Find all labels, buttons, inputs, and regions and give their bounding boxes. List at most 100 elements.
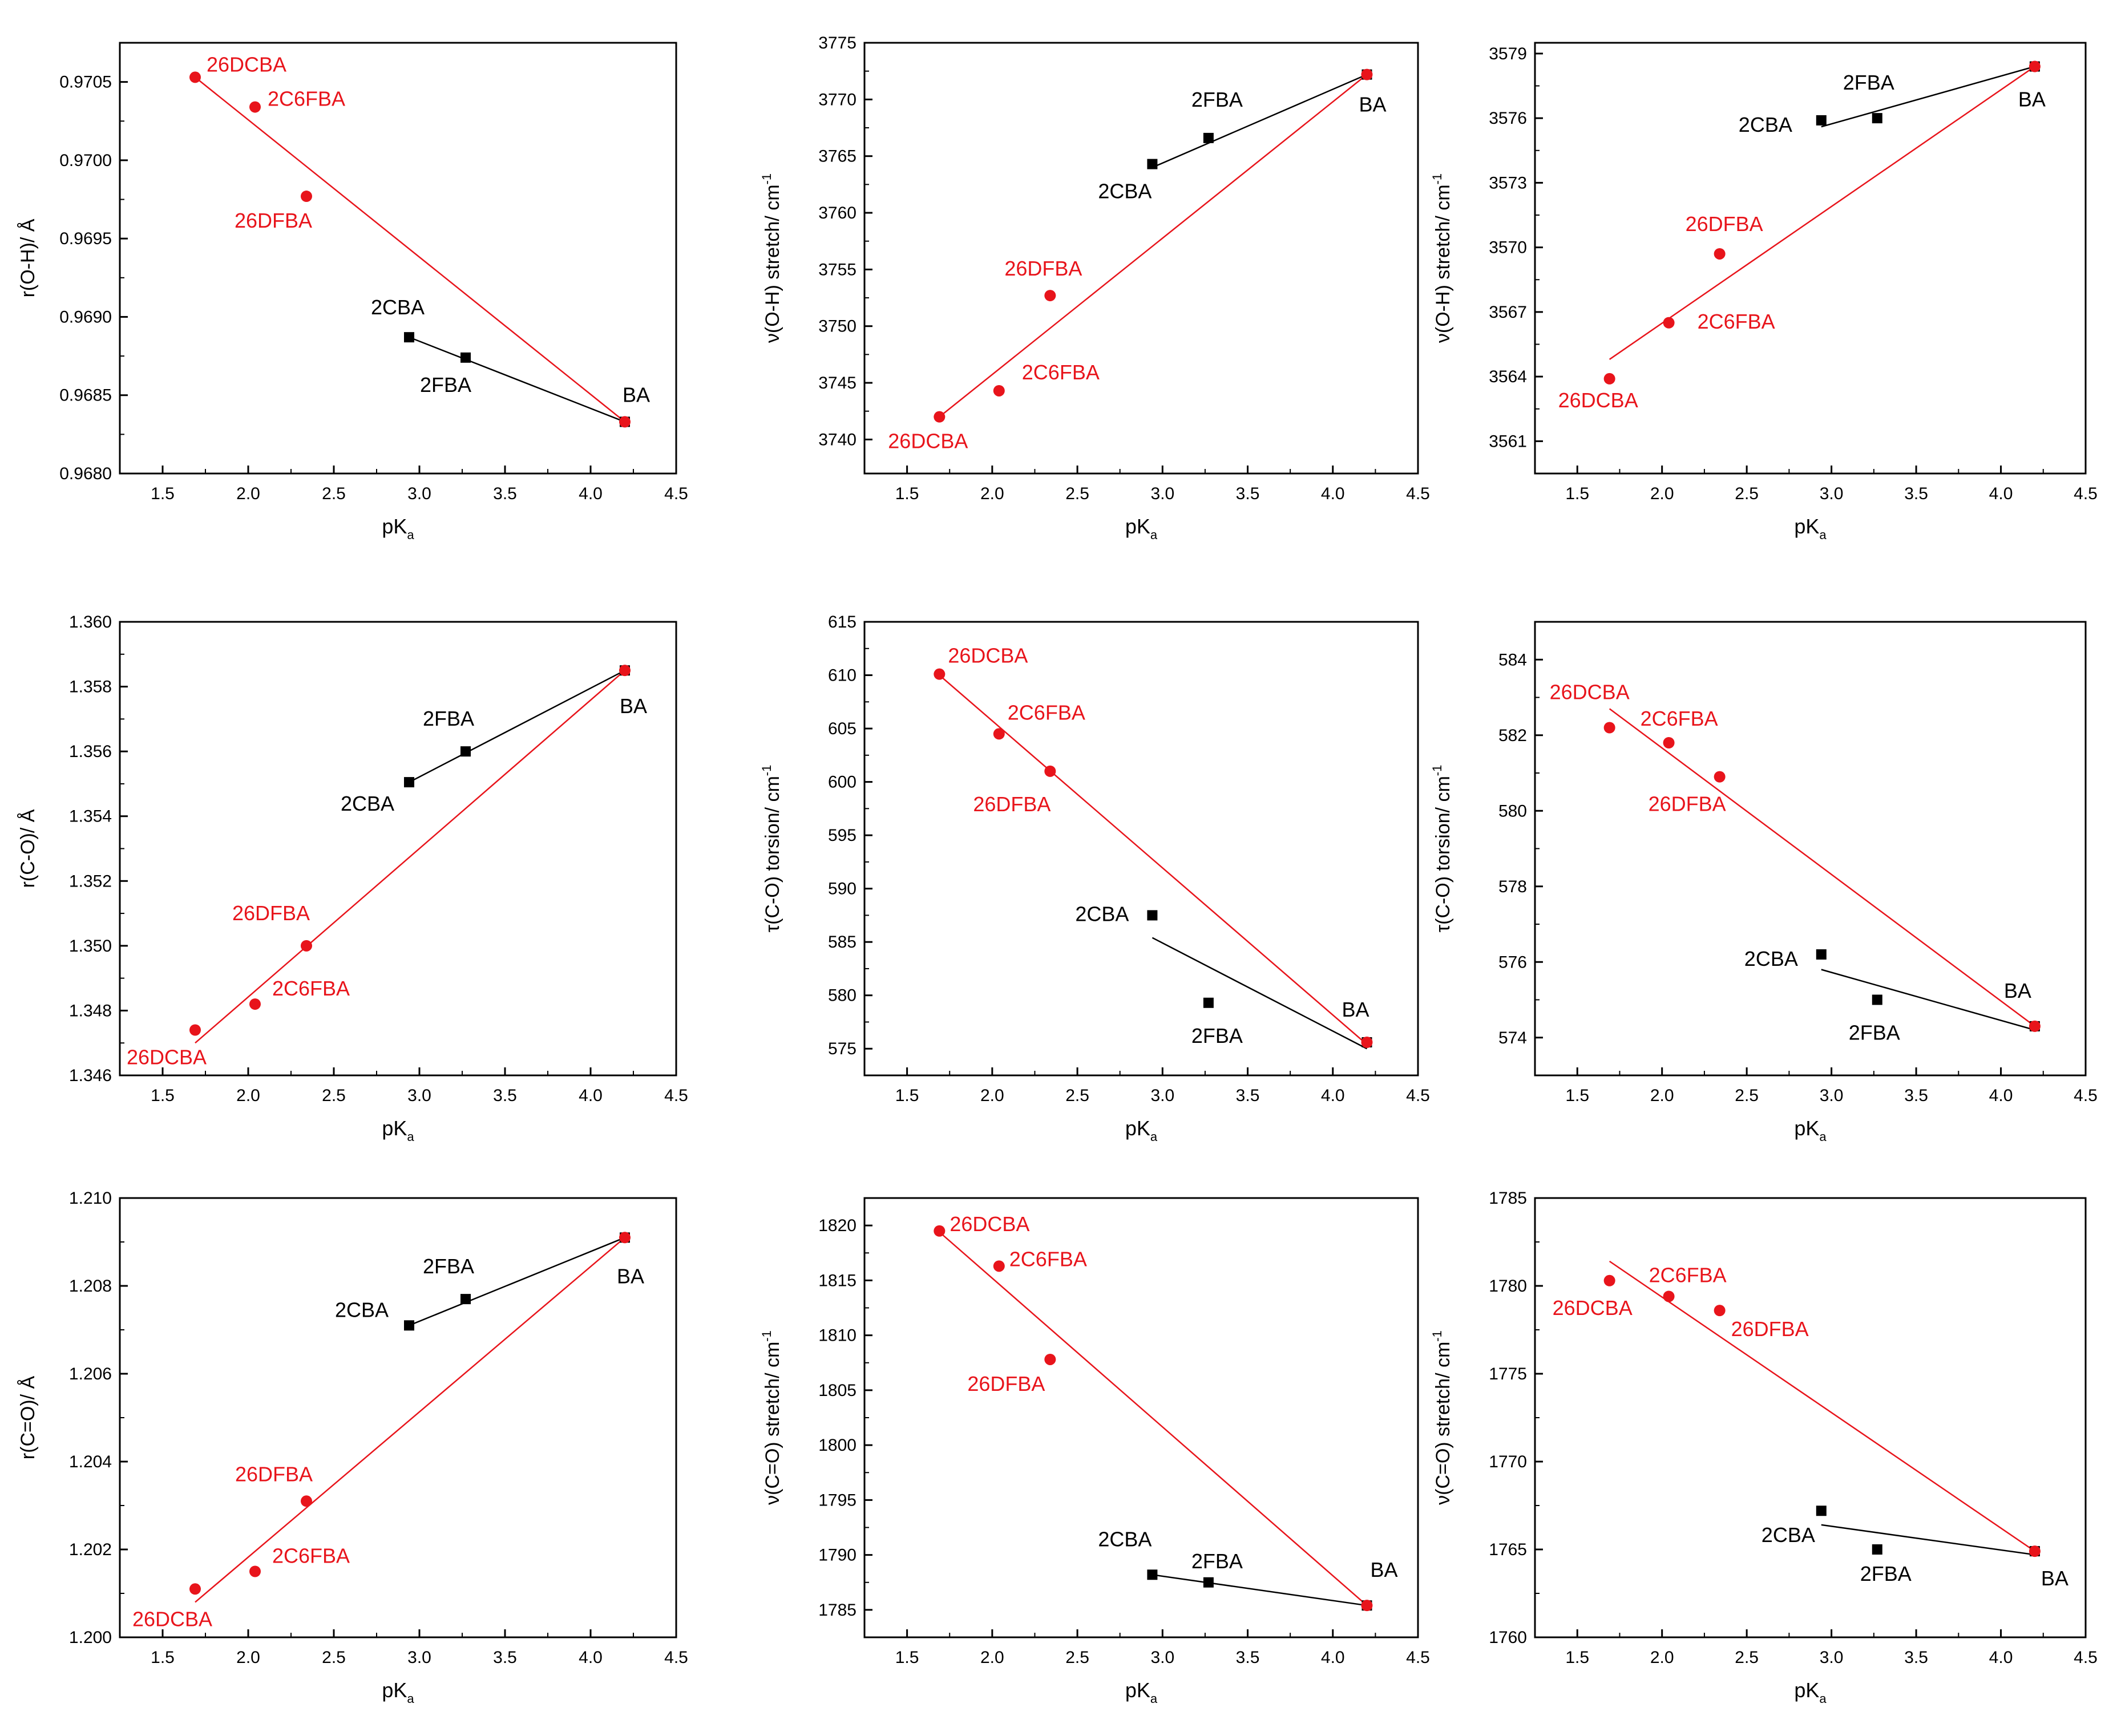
x-tick-label: 4.5 bbox=[1406, 1648, 1430, 1667]
point-label-2fba: 2FBA bbox=[1191, 88, 1243, 111]
point-label-26dfba: 26DFBA bbox=[1731, 1317, 1809, 1341]
data-point-26dcba bbox=[1603, 722, 1615, 734]
x-axis-label: pKa bbox=[1794, 515, 1827, 542]
point-label-ba: BA bbox=[1359, 93, 1386, 116]
data-point-2cba bbox=[1816, 1506, 1827, 1516]
x-tick-label: 3.5 bbox=[1236, 1648, 1260, 1667]
point-label-26dfba: 26DFBA bbox=[1649, 792, 1726, 816]
data-point-2fba bbox=[1872, 994, 1882, 1005]
x-tick-label: 4.5 bbox=[1406, 484, 1430, 503]
data-point-ba bbox=[2029, 60, 2041, 72]
data-point-2c6fba bbox=[1663, 1290, 1675, 1302]
x-axis-label: pKa bbox=[1125, 1678, 1158, 1706]
y-axis-label: ν(O-H) stretch/ cm-1 bbox=[759, 173, 783, 343]
data-point-2c6fba bbox=[993, 385, 1005, 396]
y-tick-label: 3745 bbox=[818, 374, 856, 392]
data-point-26dfba bbox=[1044, 290, 1056, 302]
fit-line-black bbox=[409, 670, 625, 783]
point-label-2fba: 2FBA bbox=[1843, 71, 1894, 94]
fit-line-black bbox=[409, 336, 625, 423]
y-tick-label: 1785 bbox=[1489, 1189, 1527, 1208]
x-tick-label: 3.0 bbox=[1820, 1086, 1844, 1105]
point-label-2cba: 2CBA bbox=[1075, 902, 1129, 925]
fit-line-red bbox=[939, 674, 1368, 1045]
x-tick-label: 1.5 bbox=[151, 1086, 175, 1105]
data-point-26dfba bbox=[1044, 765, 1056, 777]
data-point-26dcba bbox=[934, 411, 946, 423]
data-point-2c6fba bbox=[993, 1260, 1005, 1272]
x-tick-label: 2.5 bbox=[322, 1086, 346, 1105]
point-label-2c6fba: 2C6FBA bbox=[1649, 1263, 1727, 1286]
data-point-26dfba bbox=[1044, 1353, 1056, 1365]
plot-frame bbox=[863, 1197, 1419, 1638]
x-tick-label: 2.5 bbox=[1065, 484, 1089, 503]
point-label-ba: BA bbox=[2018, 88, 2046, 111]
data-point-2c6fba bbox=[249, 101, 261, 113]
x-tick-label: 3.0 bbox=[407, 1648, 431, 1667]
x-tick-label: 4.5 bbox=[664, 1648, 688, 1667]
point-label-2c6fba: 2C6FBA bbox=[272, 1544, 350, 1568]
x-axis-label: pKa bbox=[1794, 1678, 1827, 1706]
x-tick-label: 4.0 bbox=[1989, 1648, 2013, 1667]
chart-panel-p5: 1.5 2.0 2.5 3.0 3.5 4.0 4.5 575 580 585 590 595 600 6… bbox=[759, 613, 1430, 1144]
x-tick-label: 3.5 bbox=[1904, 484, 1928, 503]
point-label-26dcba: 26DCBA bbox=[207, 52, 286, 76]
data-point-26dcba bbox=[1603, 1274, 1615, 1286]
y-tick-label: 1805 bbox=[818, 1381, 856, 1400]
y-tick-label: 3567 bbox=[1489, 303, 1527, 322]
y-tick-label: 3765 bbox=[818, 147, 856, 166]
y-tick-label: 1.352 bbox=[69, 872, 112, 891]
y-tick-label: 1.354 bbox=[69, 807, 112, 826]
x-axis-label: pKa bbox=[382, 1678, 414, 1706]
chart-panel-p7: 1.5 2.0 2.5 3.0 3.5 4.0 4.5 1.200 1.202 1.204 1.20… bbox=[17, 1189, 688, 1706]
point-label-2fba: 2FBA bbox=[420, 373, 471, 396]
data-point-ba bbox=[2029, 1545, 2041, 1557]
y-tick-label: 3561 bbox=[1489, 432, 1527, 451]
x-tick-label: 1.5 bbox=[1565, 484, 1589, 503]
y-tick-label: 0.9700 bbox=[59, 151, 112, 170]
point-label-26dcba: 26DCBA bbox=[127, 1046, 207, 1069]
point-label-2cba: 2CBA bbox=[1098, 180, 1152, 203]
y-tick-label: 1770 bbox=[1489, 1452, 1527, 1471]
y-tick-label: 1.210 bbox=[69, 1189, 112, 1208]
x-tick-label: 2.0 bbox=[980, 1086, 1004, 1105]
y-tick-label: 3576 bbox=[1489, 109, 1527, 128]
y-tick-label: 1.202 bbox=[69, 1540, 112, 1559]
y-tick-label: 590 bbox=[828, 880, 856, 899]
data-point-ba bbox=[619, 665, 631, 677]
point-label-ba: BA bbox=[2041, 1567, 2068, 1590]
data-point-26dcba bbox=[189, 1024, 201, 1036]
x-tick-label: 2.5 bbox=[322, 484, 346, 503]
data-point-2fba bbox=[1203, 1577, 1214, 1588]
fit-line-black bbox=[1821, 969, 2035, 1031]
point-label-2cba: 2CBA bbox=[341, 792, 394, 815]
data-point-26dcba bbox=[934, 668, 946, 680]
y-axis-label: τ(C-O) torsion/ cm-1 bbox=[1430, 765, 1454, 933]
point-label-2fba: 2FBA bbox=[1860, 1562, 1912, 1585]
y-tick-label: 1.346 bbox=[69, 1066, 112, 1085]
chart-panel-p6: 1.5 2.0 2.5 3.0 3.5 4.0 4.5 574 576 578 580 582 584 p… bbox=[1430, 621, 2098, 1144]
x-tick-label: 4.5 bbox=[1406, 1086, 1430, 1105]
x-tick-label: 2.5 bbox=[322, 1648, 346, 1667]
data-point-2c6fba bbox=[249, 998, 261, 1010]
y-tick-label: 0.9690 bbox=[59, 307, 112, 326]
y-tick-label: 605 bbox=[828, 719, 856, 738]
y-tick-label: 3573 bbox=[1489, 173, 1527, 192]
data-point-ba bbox=[2029, 1020, 2041, 1032]
point-label-2c6fba: 2C6FBA bbox=[1009, 1247, 1087, 1270]
y-tick-label: 578 bbox=[1498, 877, 1527, 896]
data-point-2fba bbox=[460, 352, 471, 363]
y-tick-label: 1765 bbox=[1489, 1540, 1527, 1559]
data-point-2cba bbox=[404, 332, 414, 343]
point-label-2cba: 2CBA bbox=[1744, 947, 1798, 970]
y-axis-label: r(C-O)/ Å bbox=[17, 809, 39, 888]
y-tick-label: 1.200 bbox=[69, 1628, 112, 1647]
y-tick-label: 3579 bbox=[1489, 44, 1527, 63]
x-tick-label: 2.5 bbox=[1065, 1086, 1089, 1105]
point-label-2c6fba: 2C6FBA bbox=[1008, 701, 1085, 724]
x-tick-label: 3.0 bbox=[1820, 484, 1844, 503]
data-point-26dcba bbox=[1603, 373, 1615, 385]
data-point-2cba bbox=[1816, 949, 1827, 960]
x-tick-label: 3.5 bbox=[1236, 484, 1260, 503]
